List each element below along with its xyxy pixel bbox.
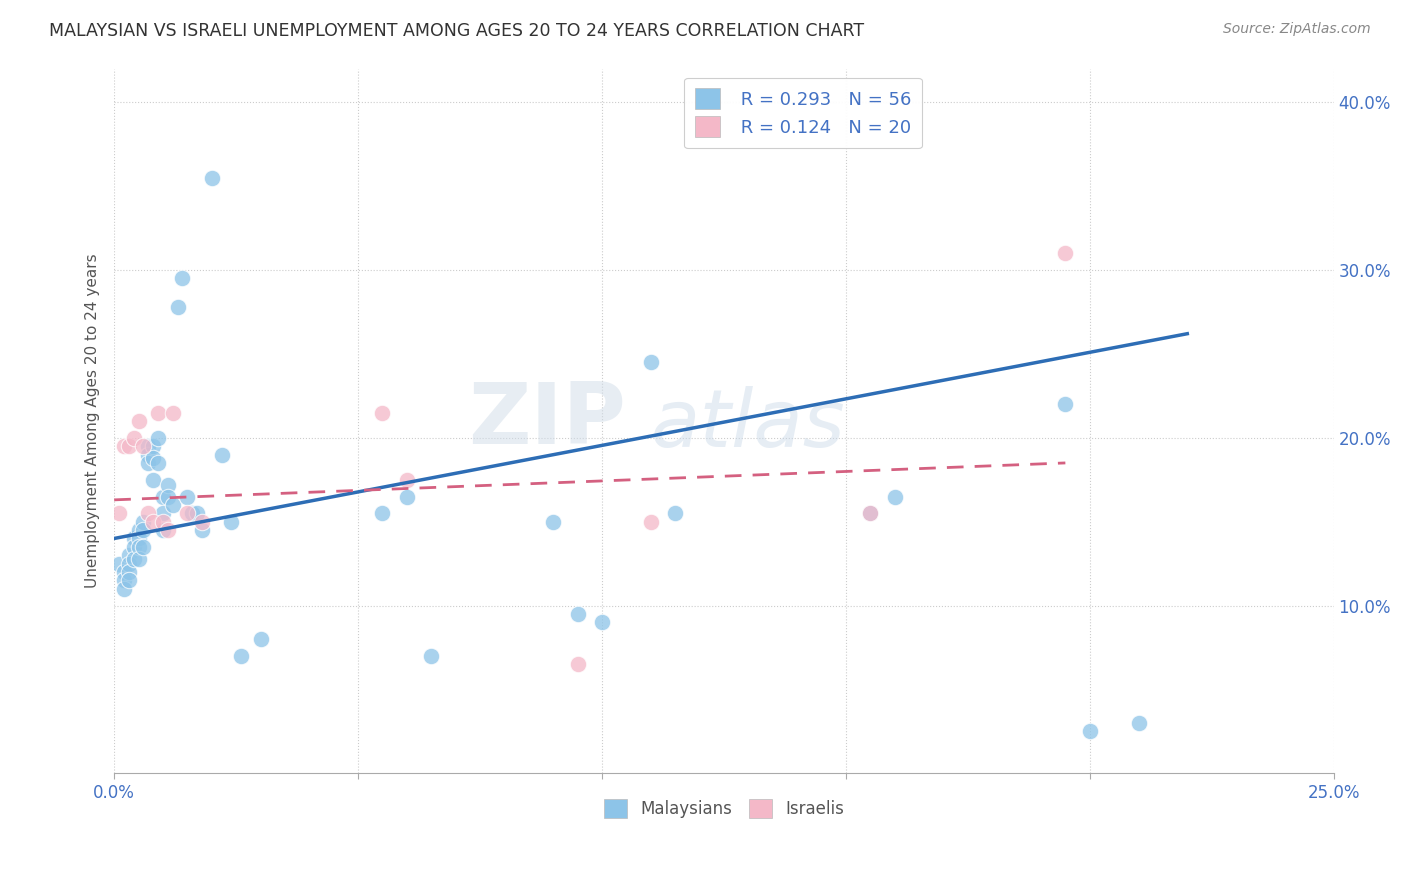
Point [128, 540, 150, 554]
Point [132, 523, 155, 537]
Point [249, 632, 271, 647]
Point [162, 406, 184, 420]
Point [1054, 246, 1077, 260]
Point [132, 439, 155, 453]
Point [591, 615, 613, 630]
Point [128, 414, 150, 428]
Point [118, 557, 141, 571]
Point [640, 355, 662, 369]
Point [138, 448, 160, 462]
Text: atlas: atlas [651, 385, 845, 464]
Point [156, 523, 179, 537]
Point [146, 406, 169, 420]
Point [395, 490, 418, 504]
Point [112, 565, 135, 579]
Point [664, 506, 686, 520]
Point [1128, 716, 1150, 731]
Point [371, 506, 394, 520]
Point [176, 490, 198, 504]
Point [142, 473, 165, 487]
Point [152, 515, 174, 529]
Point [128, 532, 150, 546]
Point [567, 657, 589, 672]
Y-axis label: Unemployment Among Ages 20 to 24 years: Unemployment Among Ages 20 to 24 years [86, 253, 100, 589]
Point [118, 439, 141, 453]
Point [146, 456, 169, 470]
Point [132, 515, 155, 529]
Point [128, 523, 150, 537]
Point [128, 551, 150, 566]
Text: ZIP: ZIP [468, 379, 626, 462]
Point [176, 506, 198, 520]
Point [859, 506, 882, 520]
Point [142, 439, 165, 453]
Point [122, 532, 145, 546]
Point [118, 574, 141, 588]
Point [166, 300, 188, 314]
Point [201, 170, 224, 185]
Text: Source: ZipAtlas.com: Source: ZipAtlas.com [1223, 22, 1371, 37]
Point [883, 490, 905, 504]
Point [1078, 724, 1101, 739]
Point [859, 506, 882, 520]
Point [229, 648, 252, 663]
Point [138, 506, 160, 520]
Point [152, 506, 174, 520]
Point [118, 565, 141, 579]
Point [142, 450, 165, 465]
Point [122, 431, 145, 445]
Point [138, 439, 160, 453]
Point [108, 506, 131, 520]
Text: MALAYSIAN VS ISRAELI UNEMPLOYMENT AMONG AGES 20 TO 24 YEARS CORRELATION CHART: MALAYSIAN VS ISRAELI UNEMPLOYMENT AMONG … [49, 22, 865, 40]
Point [146, 431, 169, 445]
Point [112, 439, 135, 453]
Point [118, 548, 141, 562]
Point [152, 523, 174, 537]
Point [152, 490, 174, 504]
Point [138, 456, 160, 470]
Point [541, 515, 564, 529]
Point [371, 406, 394, 420]
Point [142, 515, 165, 529]
Point [172, 271, 194, 285]
Point [1054, 397, 1077, 411]
Point [108, 557, 131, 571]
Point [156, 477, 179, 491]
Point [640, 515, 662, 529]
Point [162, 498, 184, 512]
Point [567, 607, 589, 621]
Point [186, 506, 208, 520]
Point [122, 551, 145, 566]
Point [211, 448, 233, 462]
Point [181, 506, 204, 520]
Point [420, 648, 443, 663]
Point [191, 515, 214, 529]
Point [122, 540, 145, 554]
Point [132, 540, 155, 554]
Point [112, 582, 135, 596]
Point [156, 490, 179, 504]
Legend: Malaysians, Israelis: Malaysians, Israelis [598, 792, 851, 825]
Point [112, 574, 135, 588]
Point [219, 515, 242, 529]
Point [191, 523, 214, 537]
Point [395, 473, 418, 487]
